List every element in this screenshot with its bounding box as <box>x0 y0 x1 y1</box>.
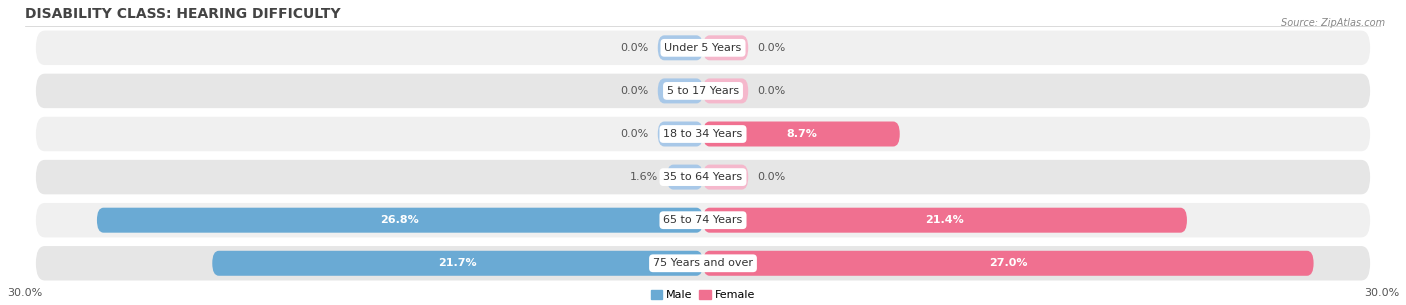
Legend: Male, Female: Male, Female <box>651 289 755 300</box>
FancyBboxPatch shape <box>703 78 748 103</box>
FancyBboxPatch shape <box>37 74 1369 108</box>
Text: 65 to 74 Years: 65 to 74 Years <box>664 215 742 225</box>
Text: 18 to 34 Years: 18 to 34 Years <box>664 129 742 139</box>
Text: 0.0%: 0.0% <box>758 172 786 182</box>
FancyBboxPatch shape <box>37 203 1369 237</box>
Text: 1.6%: 1.6% <box>630 172 658 182</box>
Text: 0.0%: 0.0% <box>620 129 648 139</box>
Text: 26.8%: 26.8% <box>381 215 419 225</box>
Text: 0.0%: 0.0% <box>758 43 786 53</box>
FancyBboxPatch shape <box>658 35 703 60</box>
Text: 0.0%: 0.0% <box>620 43 648 53</box>
Text: 27.0%: 27.0% <box>988 258 1028 268</box>
Text: 0.0%: 0.0% <box>620 86 648 96</box>
FancyBboxPatch shape <box>37 117 1369 151</box>
Text: 0.0%: 0.0% <box>758 86 786 96</box>
Text: 5 to 17 Years: 5 to 17 Years <box>666 86 740 96</box>
FancyBboxPatch shape <box>658 78 703 103</box>
FancyBboxPatch shape <box>97 208 703 233</box>
Text: 75 Years and over: 75 Years and over <box>652 258 754 268</box>
FancyBboxPatch shape <box>37 246 1369 281</box>
FancyBboxPatch shape <box>658 121 703 146</box>
Text: Under 5 Years: Under 5 Years <box>665 43 741 53</box>
FancyBboxPatch shape <box>212 251 703 276</box>
Text: 21.4%: 21.4% <box>925 215 965 225</box>
Text: 35 to 64 Years: 35 to 64 Years <box>664 172 742 182</box>
FancyBboxPatch shape <box>666 165 703 190</box>
FancyBboxPatch shape <box>703 35 748 60</box>
FancyBboxPatch shape <box>703 208 1187 233</box>
Text: 21.7%: 21.7% <box>439 258 477 268</box>
Text: 8.7%: 8.7% <box>786 129 817 139</box>
FancyBboxPatch shape <box>37 30 1369 65</box>
FancyBboxPatch shape <box>37 160 1369 194</box>
FancyBboxPatch shape <box>703 165 748 190</box>
FancyBboxPatch shape <box>703 121 900 146</box>
Text: Source: ZipAtlas.com: Source: ZipAtlas.com <box>1281 18 1385 28</box>
FancyBboxPatch shape <box>703 251 1313 276</box>
Text: DISABILITY CLASS: HEARING DIFFICULTY: DISABILITY CLASS: HEARING DIFFICULTY <box>24 7 340 21</box>
